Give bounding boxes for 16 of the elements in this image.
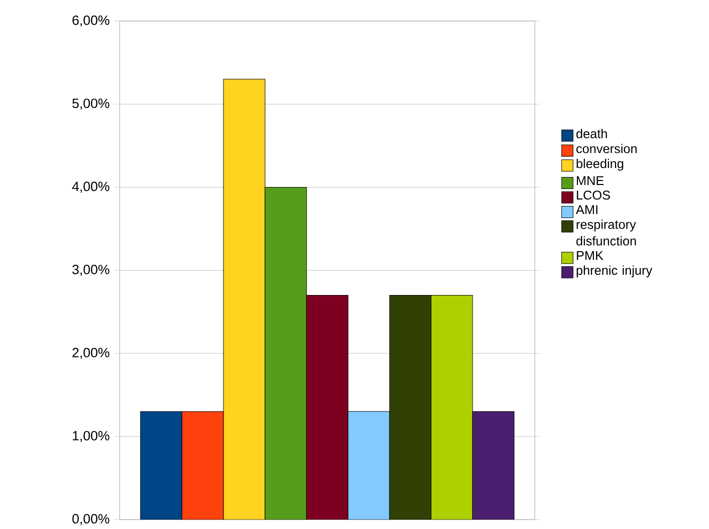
legend-label: bleeding [576,158,624,171]
legend-label: death [576,128,607,138]
legend-label: PMK [576,251,604,260]
legend-label: MNE [576,176,604,185]
y-tick-label: 4,00% [72,182,110,193]
y-tick-label: 0,00% [72,514,110,526]
y-tick-label: 3,00% [72,264,110,276]
legend-label: AMI [576,205,598,214]
legend-label: LCOS [576,190,610,200]
legend-label: respiratory disfunction [576,220,636,246]
y-tick-label: 2,00% [72,348,110,359]
legend-label: conversion [576,144,637,154]
y-tick-label: 1,00% [72,430,110,442]
y-tick-label: 5,00% [72,98,110,110]
y-tick-label: 6,00% [72,15,110,26]
legend-label: phrenic injury [576,265,652,278]
